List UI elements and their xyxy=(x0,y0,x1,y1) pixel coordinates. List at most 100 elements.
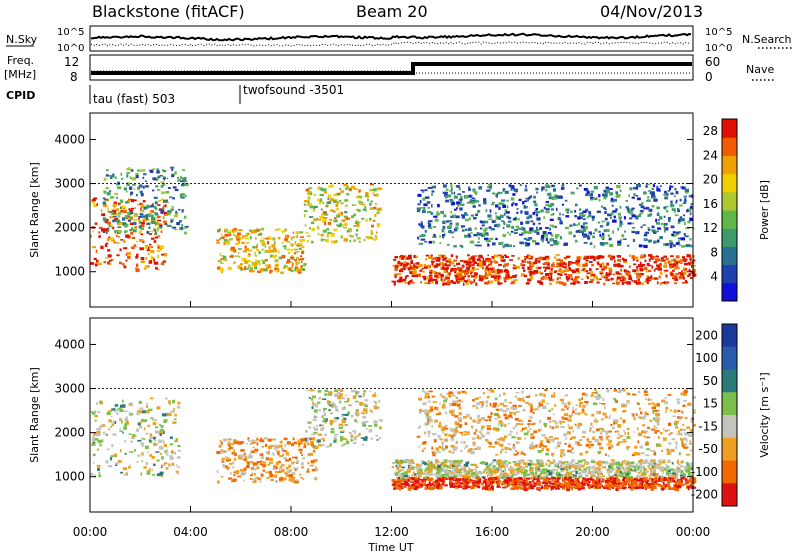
echo-cell-band-4 xyxy=(520,484,525,487)
echo-cell-band-0 xyxy=(109,237,114,240)
echo-cell-band-2 xyxy=(316,401,321,404)
echo-cell-band-1 xyxy=(181,177,184,180)
echo-cell-band-3 xyxy=(308,200,310,204)
echo-cell-band-5 xyxy=(545,201,550,203)
echo-cell-band-3 xyxy=(322,211,327,215)
echo-cell-band-0 xyxy=(116,242,120,244)
echo-cell-band-0 xyxy=(155,451,160,453)
echo-cell-band-5 xyxy=(478,237,480,240)
echo-cell-band-4 xyxy=(478,262,483,265)
echo-cell-band-4 xyxy=(523,479,526,482)
echo-cell-band-0 xyxy=(114,420,117,424)
echo-cell-band-1 xyxy=(154,229,157,232)
echo-cell-band-3 xyxy=(441,461,445,465)
echo-cell-band-4 xyxy=(629,254,631,257)
echo-cell-band-3 xyxy=(473,463,477,467)
echo-cell-band-0 xyxy=(98,235,100,239)
echo-cell-band-5 xyxy=(644,238,647,241)
echo-cell-band-4 xyxy=(538,271,542,274)
echo-cell-band-5 xyxy=(450,184,453,188)
echo-cell-band-0 xyxy=(137,439,142,442)
echo-cell-band-4 xyxy=(473,483,475,485)
echo-cell-band-1 xyxy=(109,210,114,214)
echo-cell-band-1 xyxy=(250,440,254,443)
echo-cell-band-4 xyxy=(435,263,440,266)
echo-cell-band-2 xyxy=(353,436,357,440)
echo-cell-band-3 xyxy=(567,465,569,468)
echo-cell-band-1 xyxy=(302,457,305,460)
echo-cell-band-4 xyxy=(450,254,454,257)
echo-cell-band-4 xyxy=(566,278,569,281)
echo-cell-band-2 xyxy=(347,397,350,402)
echo-cell-band-4 xyxy=(666,484,670,487)
echo-cell-band-0 xyxy=(134,199,137,202)
echo-cell-band-5 xyxy=(664,396,667,399)
echo-cell-band-1 xyxy=(249,442,253,445)
echo-cell-band-4 xyxy=(651,487,654,491)
echo-cell-band-0 xyxy=(161,472,163,476)
echo-cell-band-2 xyxy=(261,241,265,244)
echo-cell-band-2 xyxy=(320,428,324,431)
echo-cell-band-4 xyxy=(397,477,400,480)
echo-cell-band-1 xyxy=(180,183,185,187)
echo-cell-band-2 xyxy=(331,404,336,408)
echo-cell-band-5 xyxy=(545,227,549,229)
echo-cell-band-5 xyxy=(590,193,593,196)
echo-cell-band-4 xyxy=(485,272,487,275)
echo-cell-band-1 xyxy=(224,465,227,468)
echo-cell-band-4 xyxy=(575,268,579,272)
echo-cell-band-4 xyxy=(399,256,404,260)
echo-cell-band-5 xyxy=(551,234,554,237)
echo-cell-band-5 xyxy=(473,191,478,194)
echo-cell-band-3 xyxy=(412,462,415,465)
echo-cell-band-4 xyxy=(484,269,488,273)
echo-cell-band-4 xyxy=(514,479,519,482)
echo-cell-band-5 xyxy=(656,221,660,225)
echo-cell-band-5 xyxy=(427,221,430,224)
echo-cell-band-2 xyxy=(248,264,251,268)
echo-cell-band-3 xyxy=(640,469,642,472)
echo-cell-band-4 xyxy=(472,260,476,263)
echo-cell-band-5 xyxy=(462,191,465,193)
echo-cell-band-1 xyxy=(143,206,147,210)
echo-cell-band-2 xyxy=(227,231,232,234)
echo-cell-band-5 xyxy=(437,203,440,208)
echo-cell-band-4 xyxy=(683,258,688,261)
echo-cell-band-4 xyxy=(644,266,648,270)
echo-cell-band-3 xyxy=(633,468,636,471)
echo-cell-band-4 xyxy=(396,479,402,481)
echo-cell-band-0 xyxy=(109,216,114,219)
echo-cell-band-3 xyxy=(359,196,362,199)
echo-cell-band-4 xyxy=(435,280,439,285)
echo-cell-band-1 xyxy=(261,445,264,448)
echo-cell-band-3 xyxy=(401,460,405,463)
echo-cell-band-2 xyxy=(312,418,317,421)
echo-cell-band-3 xyxy=(571,459,575,463)
echo-cell-band-4 xyxy=(632,257,635,261)
echo-cell-band-1 xyxy=(166,177,169,180)
echo-cell-band-5 xyxy=(607,234,610,238)
echo-cell-band-4 xyxy=(639,268,644,272)
echo-cell-band-4 xyxy=(444,267,447,270)
echo-cell-band-1 xyxy=(123,187,127,191)
echo-cell-band-5 xyxy=(617,242,622,246)
echo-cell-band-5 xyxy=(559,212,561,216)
echo-cell-band-5 xyxy=(428,223,432,227)
echo-cell-band-1 xyxy=(315,466,317,469)
echo-cell-band-1 xyxy=(158,200,161,202)
echo-cell-band-1 xyxy=(269,474,274,478)
echo-cell-band-5 xyxy=(549,218,554,221)
echo-cell-band-4 xyxy=(630,478,634,482)
echo-cell-band-2 xyxy=(238,229,243,232)
echo-cell-band-4 xyxy=(464,484,468,487)
echo-cell-band-1 xyxy=(281,447,285,452)
echo-cell-band-0 xyxy=(94,410,96,413)
echo-cell-band-1 xyxy=(161,191,166,195)
echo-cell-band-3 xyxy=(441,469,445,473)
echo-cell-band-5 xyxy=(540,209,544,213)
echo-cell-band-3 xyxy=(444,464,449,468)
echo-cell-band-2 xyxy=(285,240,291,243)
echo-cell-band-3 xyxy=(492,459,497,461)
echo-cell-band-4 xyxy=(603,487,607,489)
echo-cell-band-3 xyxy=(407,475,410,479)
